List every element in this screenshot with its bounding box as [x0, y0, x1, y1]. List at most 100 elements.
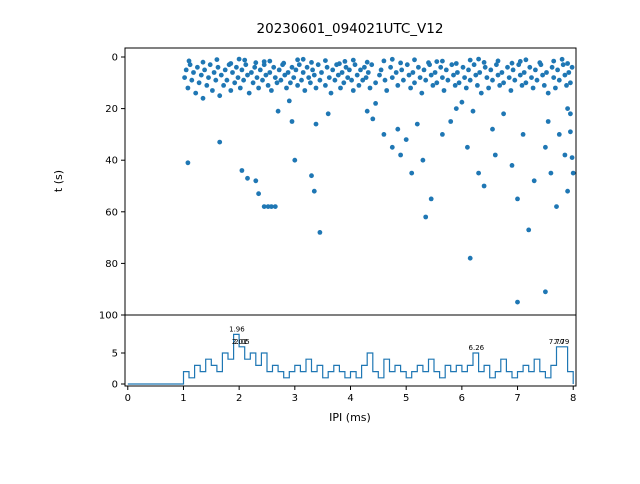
scatter-point [217, 93, 223, 99]
scatter-point [309, 173, 314, 179]
scatter-point [423, 77, 429, 83]
scatter-point [260, 77, 265, 83]
scatter-point [482, 64, 488, 70]
scatter-point [477, 70, 483, 75]
scatter-point [448, 119, 454, 124]
scatter-point [286, 98, 292, 104]
scatter-point [451, 72, 456, 78]
scatter-point [300, 56, 306, 62]
scatter-point [556, 77, 562, 83]
scatter-point [562, 152, 568, 158]
scatter-point [222, 67, 228, 73]
scatter-points-layer [182, 56, 576, 305]
scatter-point [363, 75, 369, 80]
scatter-point [568, 80, 573, 86]
scatter-point [521, 70, 527, 75]
scatter-point [389, 75, 395, 80]
scatter-point [555, 67, 560, 73]
scatter-point [534, 77, 540, 83]
scatter-point [421, 67, 427, 73]
scatter-point [440, 132, 445, 137]
y-tick-label: 5 [112, 349, 118, 360]
scatter-point [417, 75, 423, 80]
scatter-point [568, 129, 573, 135]
scatter-point [339, 70, 345, 75]
scatter-point [467, 255, 473, 261]
scatter-point [189, 77, 195, 83]
scatter-point [381, 132, 387, 137]
scatter-point [510, 67, 516, 73]
histogram-layer [127, 333, 574, 385]
scatter-point [330, 67, 336, 73]
scatter-point [265, 83, 271, 88]
scatter-point [562, 72, 568, 78]
scatter-point [465, 144, 470, 150]
scatter-point [570, 170, 576, 176]
scatter-point [267, 58, 273, 64]
scatter-point [403, 137, 409, 143]
scatter-point [275, 108, 281, 114]
scatter-point [382, 77, 388, 83]
scatter-point [531, 178, 537, 184]
scatter-point [395, 83, 401, 88]
scatter-point [364, 59, 370, 65]
scatter-point [284, 85, 289, 91]
scatter-point [494, 62, 499, 68]
scatter-point [545, 119, 551, 124]
scatter-point [459, 99, 465, 105]
scatter-point [566, 70, 572, 75]
x-tick-label: 5 [403, 393, 409, 404]
scatter-point [553, 85, 558, 91]
y-tick-label: 20 [105, 104, 118, 115]
scatter-point [326, 75, 332, 80]
scatter-point [249, 70, 254, 75]
scatter-point [315, 62, 321, 68]
scatter-point [466, 67, 471, 73]
scatter-point [565, 61, 570, 66]
scatter-point [381, 58, 387, 64]
scatter-point [253, 60, 259, 66]
scatter-point [543, 289, 548, 295]
scatter-point [384, 88, 390, 93]
scatter-point [484, 75, 490, 80]
scatter-point [509, 163, 515, 168]
scatter-point [309, 60, 314, 65]
scatter-point [341, 80, 347, 86]
scatter-point [349, 77, 354, 83]
scatter-point [490, 77, 495, 83]
scatter-point [515, 299, 520, 305]
scatter-point [261, 204, 267, 210]
scatter-point [512, 77, 518, 83]
scatter-point [470, 108, 476, 114]
scatter-point [545, 90, 551, 96]
scatter-point [548, 170, 554, 176]
scatter-point [328, 90, 334, 96]
scatter-point [523, 80, 529, 86]
scatter-point [473, 72, 479, 78]
scatter-point [356, 83, 362, 88]
scatter-point [256, 85, 261, 91]
scatter-point [347, 67, 352, 73]
scatter-point [230, 70, 235, 75]
scatter-point [217, 139, 223, 145]
scatter-point [185, 85, 191, 91]
x-tick-label: 7 [514, 393, 520, 404]
scatter-point [530, 85, 536, 91]
scatter-point [267, 70, 273, 75]
peak-annotation: 2.01 [232, 338, 248, 346]
scatter-point [568, 111, 573, 117]
scatter-point [565, 106, 570, 111]
scatter-point [289, 64, 295, 70]
x-tick-label: 0 [125, 393, 131, 404]
scatter-point [520, 132, 526, 137]
scatter-point [187, 62, 193, 68]
scatter-point [276, 67, 282, 73]
scatter-point [462, 75, 467, 80]
tick-marks-layer [121, 56, 574, 390]
scatter-point [354, 72, 360, 78]
scatter-point [551, 75, 557, 80]
scatter-point [373, 80, 378, 86]
scatter-point [317, 77, 323, 83]
